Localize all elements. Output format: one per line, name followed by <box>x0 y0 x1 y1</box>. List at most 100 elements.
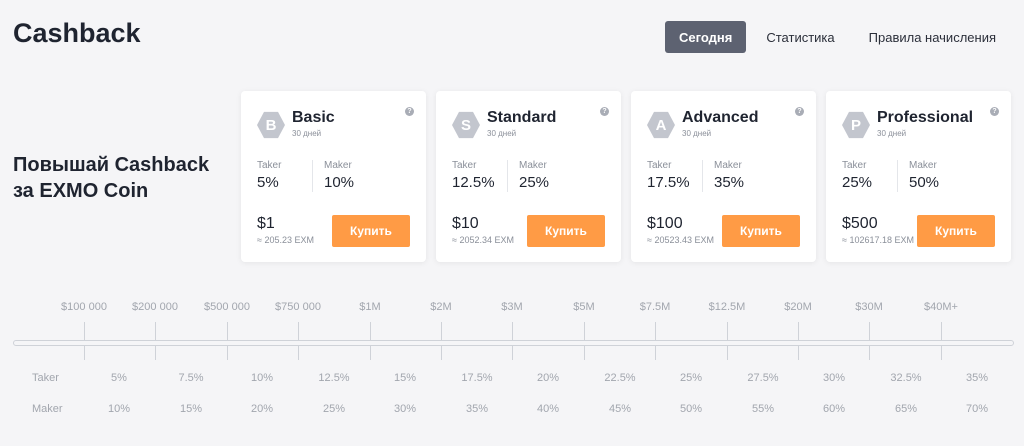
plan-price: $10 <box>452 215 479 232</box>
plan-card-standard: S Standard 30 дней ? Taker 12.5% Maker 2… <box>436 91 621 262</box>
help-icon[interactable]: ? <box>405 107 414 116</box>
top-nav: Сегодня Статистика Правила начисления <box>665 21 1010 53</box>
taker-fee: Taker 17.5% <box>647 160 690 191</box>
plan-name: Advanced <box>682 109 759 126</box>
scale-tick <box>298 346 299 360</box>
promo-heading: Повышай Cashback за EXMO Coin <box>13 152 233 204</box>
plan-card-basic: B Basic 30 дней ? Taker 5% Maker 10% $1 … <box>241 91 426 262</box>
scale-tick <box>370 346 371 360</box>
maker-rate: 20% <box>250 403 274 415</box>
maker-fee: Maker 10% <box>312 160 354 192</box>
tab-statistics[interactable]: Статистика <box>766 29 835 45</box>
scale-tick <box>512 346 513 360</box>
volume-tier-label: $2M <box>430 301 452 313</box>
scale-tick <box>869 346 870 360</box>
maker-rate: 50% <box>679 403 703 415</box>
help-icon[interactable]: ? <box>600 107 609 116</box>
tab-today[interactable]: Сегодня <box>665 21 747 53</box>
volume-tier-label: $200 000 <box>132 301 178 313</box>
volume-tier-label: $500 000 <box>204 301 250 313</box>
taker-rate: 20% <box>536 372 560 384</box>
scale-tick <box>584 346 585 360</box>
taker-rate: 7.5% <box>178 372 204 384</box>
scale-tick <box>441 346 442 360</box>
taker-label: Taker <box>647 160 672 171</box>
scale-tick <box>155 322 156 340</box>
buy-standard-button[interactable]: Купить <box>527 215 605 247</box>
scale-tick <box>584 322 585 340</box>
plan-period: 30 дней <box>877 129 907 138</box>
volume-tier-label: $1M <box>359 301 381 313</box>
plan-period: 30 дней <box>682 129 712 138</box>
taker-label: Taker <box>257 160 282 171</box>
volume-tier-label: $7.5M <box>639 301 671 313</box>
maker-rate: 40% <box>536 403 560 415</box>
taker-rate: 10% <box>250 372 274 384</box>
maker-label: Maker <box>909 160 937 171</box>
maker-value: 25% <box>519 174 550 191</box>
scale-tick <box>798 322 799 340</box>
plan-badge-icon: A <box>647 111 675 139</box>
scale-tick <box>655 322 656 340</box>
plan-price: $100 <box>647 215 683 232</box>
buy-advanced-button[interactable]: Купить <box>722 215 800 247</box>
scale-tick <box>512 322 513 340</box>
taker-value: 12.5% <box>452 174 495 191</box>
maker-rate: 55% <box>751 403 775 415</box>
maker-value: 35% <box>714 174 745 191</box>
plan-period: 30 дней <box>487 129 517 138</box>
taker-value: 25% <box>842 174 873 191</box>
taker-fee: Taker 25% <box>842 160 872 191</box>
maker-label: Maker <box>714 160 742 171</box>
volume-tier-label: $40M+ <box>924 301 958 313</box>
taker-fee: Taker 12.5% <box>452 160 495 191</box>
scale-tick <box>441 322 442 340</box>
taker-rate: 12.5% <box>318 372 350 384</box>
buy-professional-button[interactable]: Купить <box>917 215 995 247</box>
plan-card-advanced: A Advanced 30 дней ? Taker 17.5% Maker 3… <box>631 91 816 262</box>
promo-line-2: за EXMO Coin <box>13 180 149 202</box>
maker-fee: Maker 25% <box>507 160 549 192</box>
help-icon[interactable]: ? <box>990 107 999 116</box>
plan-card-professional: P Professional 30 дней ? Taker 25% Maker… <box>826 91 1011 262</box>
taker-row-label: Taker <box>32 372 59 384</box>
volume-tier-label: $750 000 <box>275 301 321 313</box>
scale-tick <box>655 346 656 360</box>
plan-price-exm: ≈ 205.23 EXM <box>257 235 314 245</box>
scale-tick <box>84 346 85 360</box>
scale-tick <box>227 346 228 360</box>
taker-rate: 30% <box>822 372 846 384</box>
taker-rate: 15% <box>393 372 417 384</box>
plan-price: $1 <box>257 215 275 232</box>
scale-tick <box>727 322 728 340</box>
plan-name: Basic <box>292 109 335 126</box>
maker-rate: 15% <box>179 403 203 415</box>
plan-price-exm: ≈ 2052.34 EXM <box>452 235 514 245</box>
maker-rate: 65% <box>894 403 918 415</box>
scale-tick <box>227 322 228 340</box>
volume-tier-label: $5M <box>573 301 595 313</box>
taker-rate: 17.5% <box>461 372 493 384</box>
tab-accrual-rules[interactable]: Правила начисления <box>868 29 996 45</box>
maker-rate: 60% <box>822 403 846 415</box>
taker-rate: 35% <box>965 372 989 384</box>
buy-basic-button[interactable]: Купить <box>332 215 410 247</box>
plan-badge-icon: B <box>257 111 285 139</box>
maker-value: 10% <box>324 174 355 191</box>
plan-period: 30 дней <box>292 129 322 138</box>
maker-label: Maker <box>324 160 352 171</box>
plan-price-exm: ≈ 20523.43 EXM <box>647 235 714 245</box>
maker-rate: 45% <box>608 403 632 415</box>
maker-fee: Maker 35% <box>702 160 744 192</box>
volume-tier-label: $100 000 <box>61 301 107 313</box>
help-icon[interactable]: ? <box>795 107 804 116</box>
taker-rate: 22.5% <box>604 372 636 384</box>
scale-tick <box>727 346 728 360</box>
plan-name: Standard <box>487 109 557 126</box>
volume-scale-bar <box>13 340 1014 346</box>
volume-tier-label: $12.5M <box>708 301 746 313</box>
scale-tick <box>941 346 942 360</box>
maker-rate: 70% <box>965 403 989 415</box>
taker-fee: Taker 5% <box>257 160 281 191</box>
maker-row-label: Maker <box>32 403 63 415</box>
